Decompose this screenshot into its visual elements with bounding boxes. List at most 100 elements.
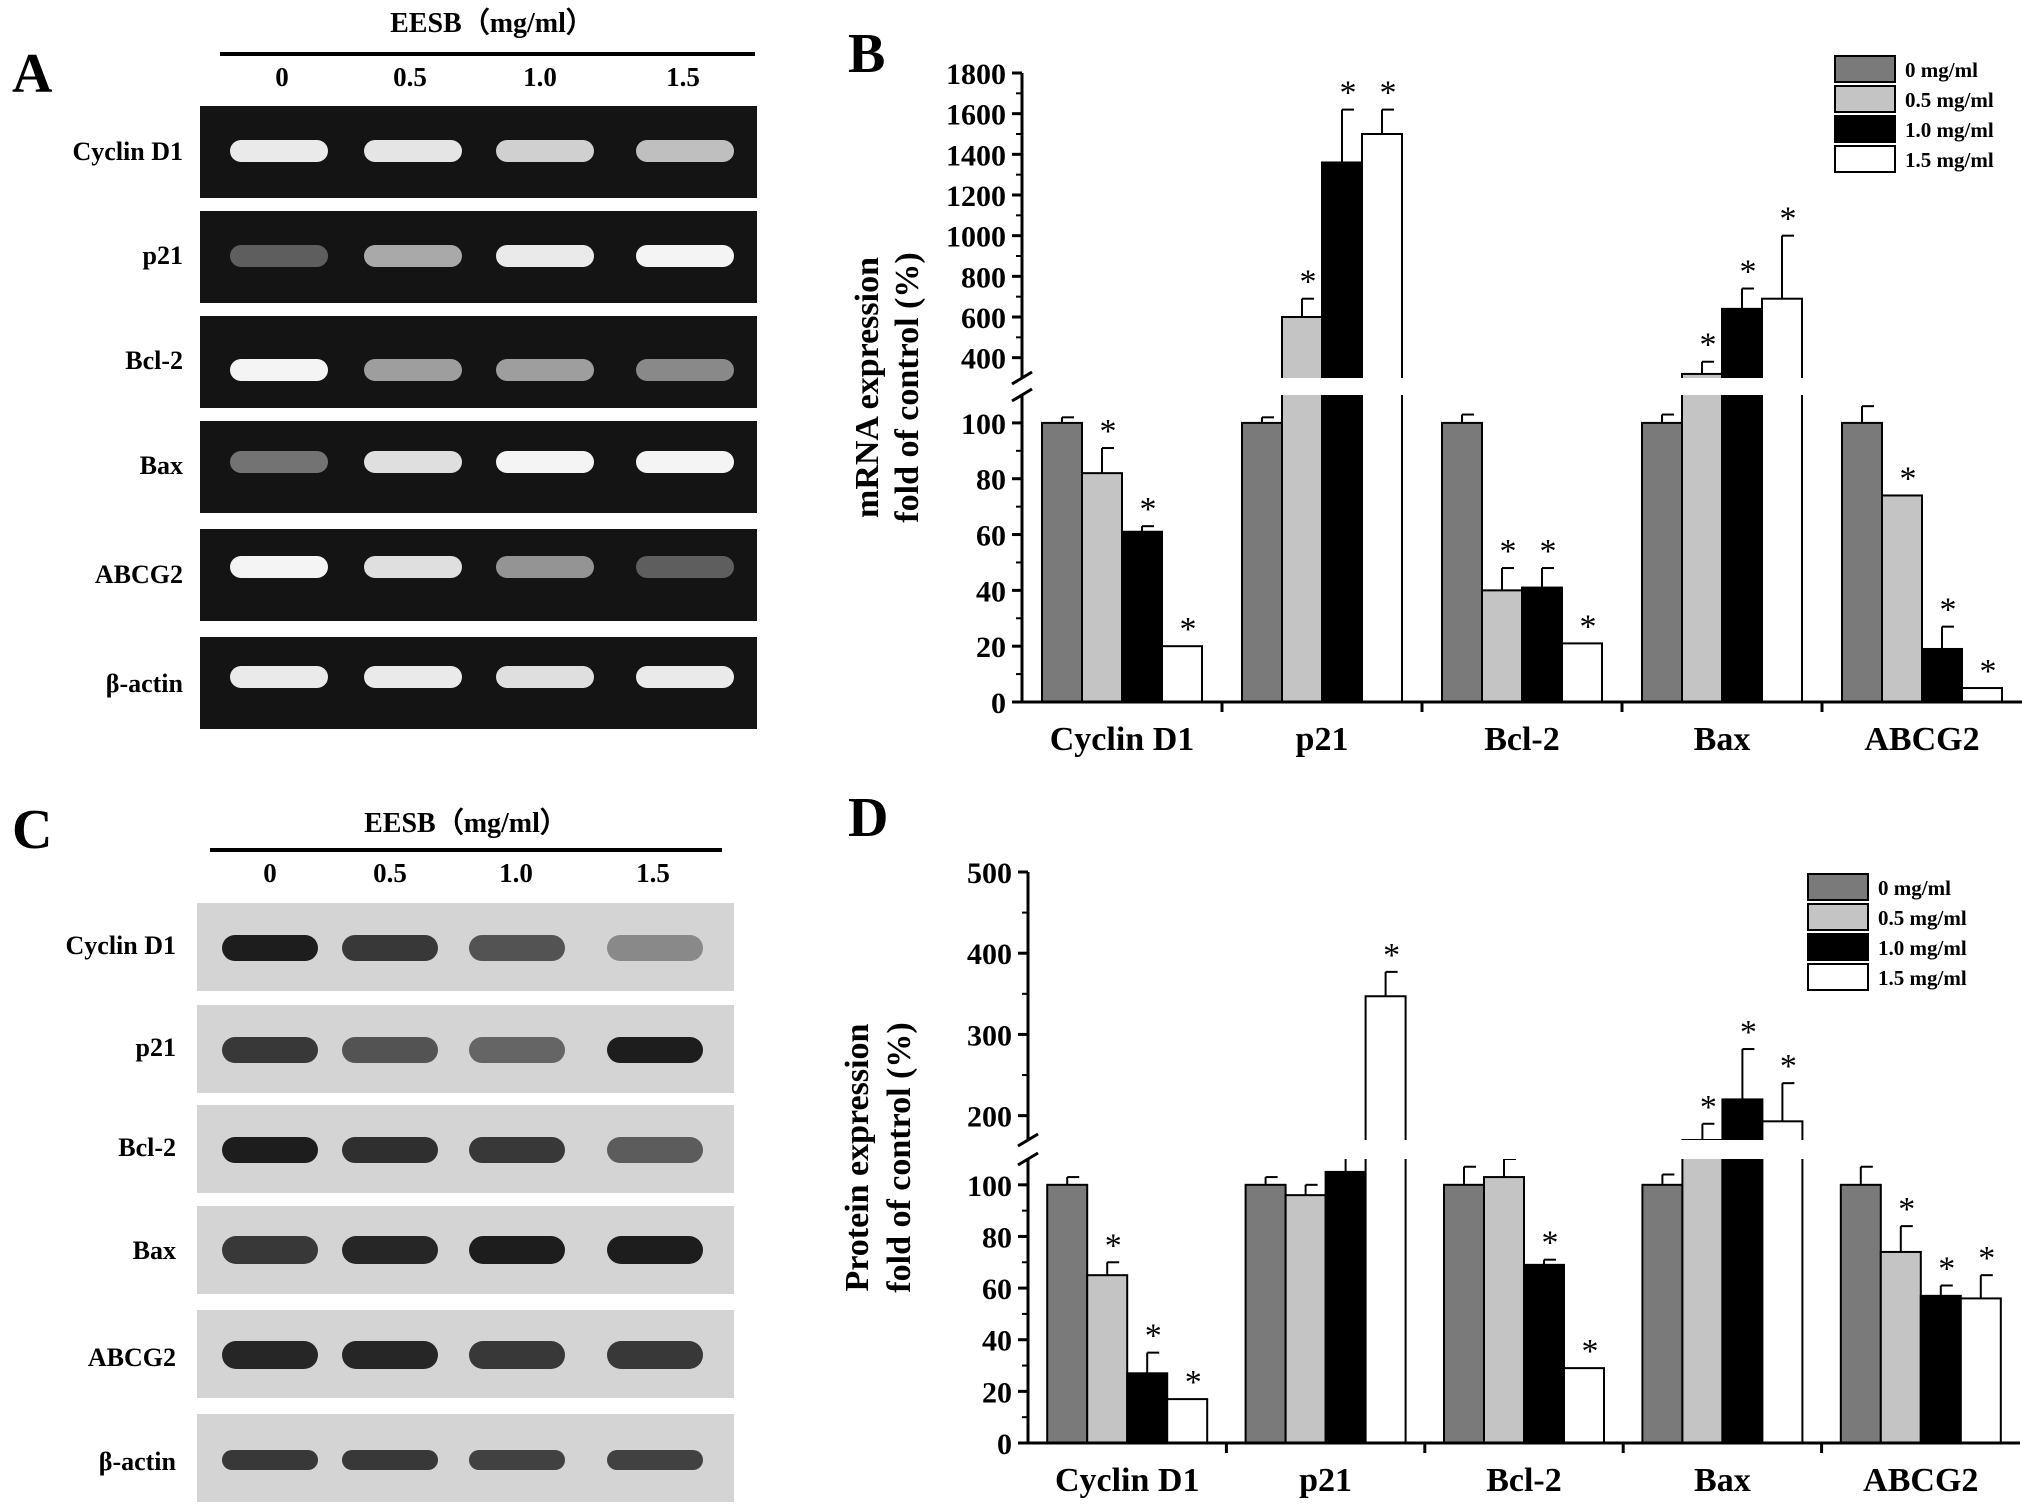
axis-break-gap — [1016, 378, 2022, 395]
gel-a-band — [364, 451, 462, 473]
bar-1-0-mg-ml-p21 — [1321, 161, 1363, 703]
blot-c-band — [469, 1137, 565, 1163]
gel-a-band — [364, 140, 462, 162]
bar-1-0-mg-ml-Cyclin-D1 — [1121, 530, 1163, 703]
gel-a-band — [636, 666, 734, 688]
axis-break-mark — [1017, 1132, 1039, 1148]
gel-a-band — [496, 245, 594, 267]
gel-a-band — [364, 666, 462, 688]
blot-c-dose-1: 0.5 — [373, 858, 407, 888]
y-axis-title-line-1: mRNA expression — [849, 257, 886, 518]
bar-0-mg-ml-p21 — [1241, 421, 1283, 703]
blot-c-row: Cyclin D1 — [66, 903, 734, 991]
legend-swatch — [1807, 963, 1869, 991]
y-tick-label: 800 — [961, 261, 1006, 294]
gel-a-dose-0: 0 — [275, 62, 289, 92]
significance-star: * — [1340, 75, 1357, 112]
significance-star: * — [1140, 491, 1157, 528]
gel-a-band — [230, 451, 328, 473]
significance-star: * — [1300, 264, 1317, 301]
blot-c-band — [222, 1450, 318, 1470]
x-tick-label: Bax — [1694, 1462, 1751, 1499]
y-tick-label: 400 — [961, 343, 1006, 376]
gel-a-band — [496, 359, 594, 381]
y-tick-label: 300 — [967, 1019, 1012, 1052]
y-tick-label: 0 — [997, 1428, 1012, 1461]
gel-a-row-label: ABCG2 — [95, 560, 183, 589]
blot-c-band — [607, 935, 703, 961]
chart-d-protein-expression: * * * * * * * * * * * * 0 20 40 60 80 100 200 300 400 500 Cycl… — [839, 857, 2020, 1499]
legend-label: 0.5 mg/ml — [1878, 906, 1967, 930]
gel-a-row-label: p21 — [143, 241, 183, 270]
blot-c-band — [222, 1037, 318, 1063]
legend-label: 0 mg/ml — [1878, 876, 1951, 900]
blot-c-row-label: Bax — [133, 1236, 176, 1265]
panel-letter-c: C — [12, 799, 52, 861]
gel-a-row: β-actin — [106, 637, 757, 729]
gel-a-row: ABCG2 — [95, 529, 757, 621]
x-tick-label: ABCG2 — [1864, 721, 1979, 758]
significance-star: * — [1185, 1364, 1202, 1401]
bar-0-mg-ml-Bcl-2 — [1443, 1183, 1485, 1445]
bar-0-5-mg-ml-ABCG2 — [1881, 494, 1923, 703]
blot-c-row: β-actin — [99, 1414, 734, 1502]
blot-c-band — [607, 1037, 703, 1063]
blot-c-band — [222, 1236, 318, 1264]
bar-0-mg-ml-Bcl-2 — [1441, 421, 1483, 703]
significance-star: * — [1938, 1251, 1955, 1288]
blot-c-band — [469, 1037, 565, 1063]
gel-a-dose-2: 1.0 — [523, 62, 557, 92]
y-tick-label: 20 — [982, 1376, 1012, 1409]
blot-c-band — [342, 1341, 438, 1369]
y-tick-label: 1800 — [946, 58, 1006, 91]
x-tick-label: p21 — [1296, 721, 1349, 758]
bar-1-0-mg-ml-Cyclin-D1 — [1126, 1372, 1169, 1444]
y-tick-label: 200 — [967, 1101, 1012, 1134]
bar-1-0-mg-ml-ABCG2 — [1919, 1294, 1962, 1444]
legend-swatch — [1834, 85, 1896, 113]
blot-c-dose-0: 0 — [263, 858, 277, 888]
y-axis-title-line-1: Protein expression — [839, 1023, 876, 1291]
bar-0-5-mg-ml-ABCG2 — [1879, 1250, 1922, 1444]
bar-0-5-mg-ml-Bax — [1681, 372, 1723, 703]
blot-c-band — [469, 1450, 565, 1470]
bar-0-5-mg-ml-p21 — [1284, 1194, 1327, 1445]
gel-a-row: Bcl-2 — [125, 316, 757, 408]
y-tick-label: 1000 — [946, 221, 1006, 254]
y-tick-label: 100 — [967, 1170, 1012, 1203]
bar-0-5-mg-ml-Cyclin-D1 — [1081, 472, 1123, 703]
gel-a-band — [636, 556, 734, 578]
gel-a-band — [496, 451, 594, 473]
significance-star: * — [1940, 592, 1957, 629]
x-tick-label: p21 — [1299, 1462, 1352, 1499]
significance-star: * — [1898, 1191, 1915, 1228]
significance-star: * — [1900, 460, 1917, 497]
blot-c-row: Bcl-2 — [118, 1105, 734, 1193]
bar-1-5-mg-ml-ABCG2 — [1961, 687, 2003, 704]
y-tick-label: 500 — [967, 857, 1012, 890]
gel-a-row-label: Bcl-2 — [125, 346, 183, 375]
blot-c-band — [607, 1236, 703, 1264]
blot-c-band — [342, 1236, 438, 1264]
bar-1-0-mg-ml-ABCG2 — [1921, 647, 1963, 703]
bar-1-5-mg-ml-Cyclin-D1 — [1161, 645, 1203, 704]
gel-a-band — [230, 359, 328, 381]
y-tick-label: 80 — [982, 1221, 1012, 1254]
gel-a-dose-3: 1.5 — [666, 62, 700, 92]
blot-c-band — [222, 935, 318, 961]
blot-c-band — [607, 1341, 703, 1369]
bar-1-0-mg-ml-Bcl-2 — [1521, 586, 1563, 704]
significance-star: * — [1740, 254, 1757, 291]
y-tick-label: 400 — [967, 938, 1012, 971]
bar-0-mg-ml-Cyclin-D1 — [1041, 421, 1083, 703]
bar-0-mg-ml-ABCG2 — [1839, 1183, 1882, 1445]
bar-1-0-mg-ml-Bcl-2 — [1523, 1263, 1565, 1444]
significance-star: * — [1700, 1089, 1717, 1126]
y-tick-label: 1400 — [946, 139, 1006, 172]
bar-0-mg-ml-Bax — [1641, 1183, 1684, 1445]
x-tick-label: Bcl-2 — [1484, 721, 1560, 758]
panel-letter-a: A — [12, 43, 53, 105]
gel-a-band — [496, 140, 594, 162]
y-tick-label: 80 — [976, 464, 1006, 497]
y-tick-label: 100 — [961, 408, 1006, 441]
